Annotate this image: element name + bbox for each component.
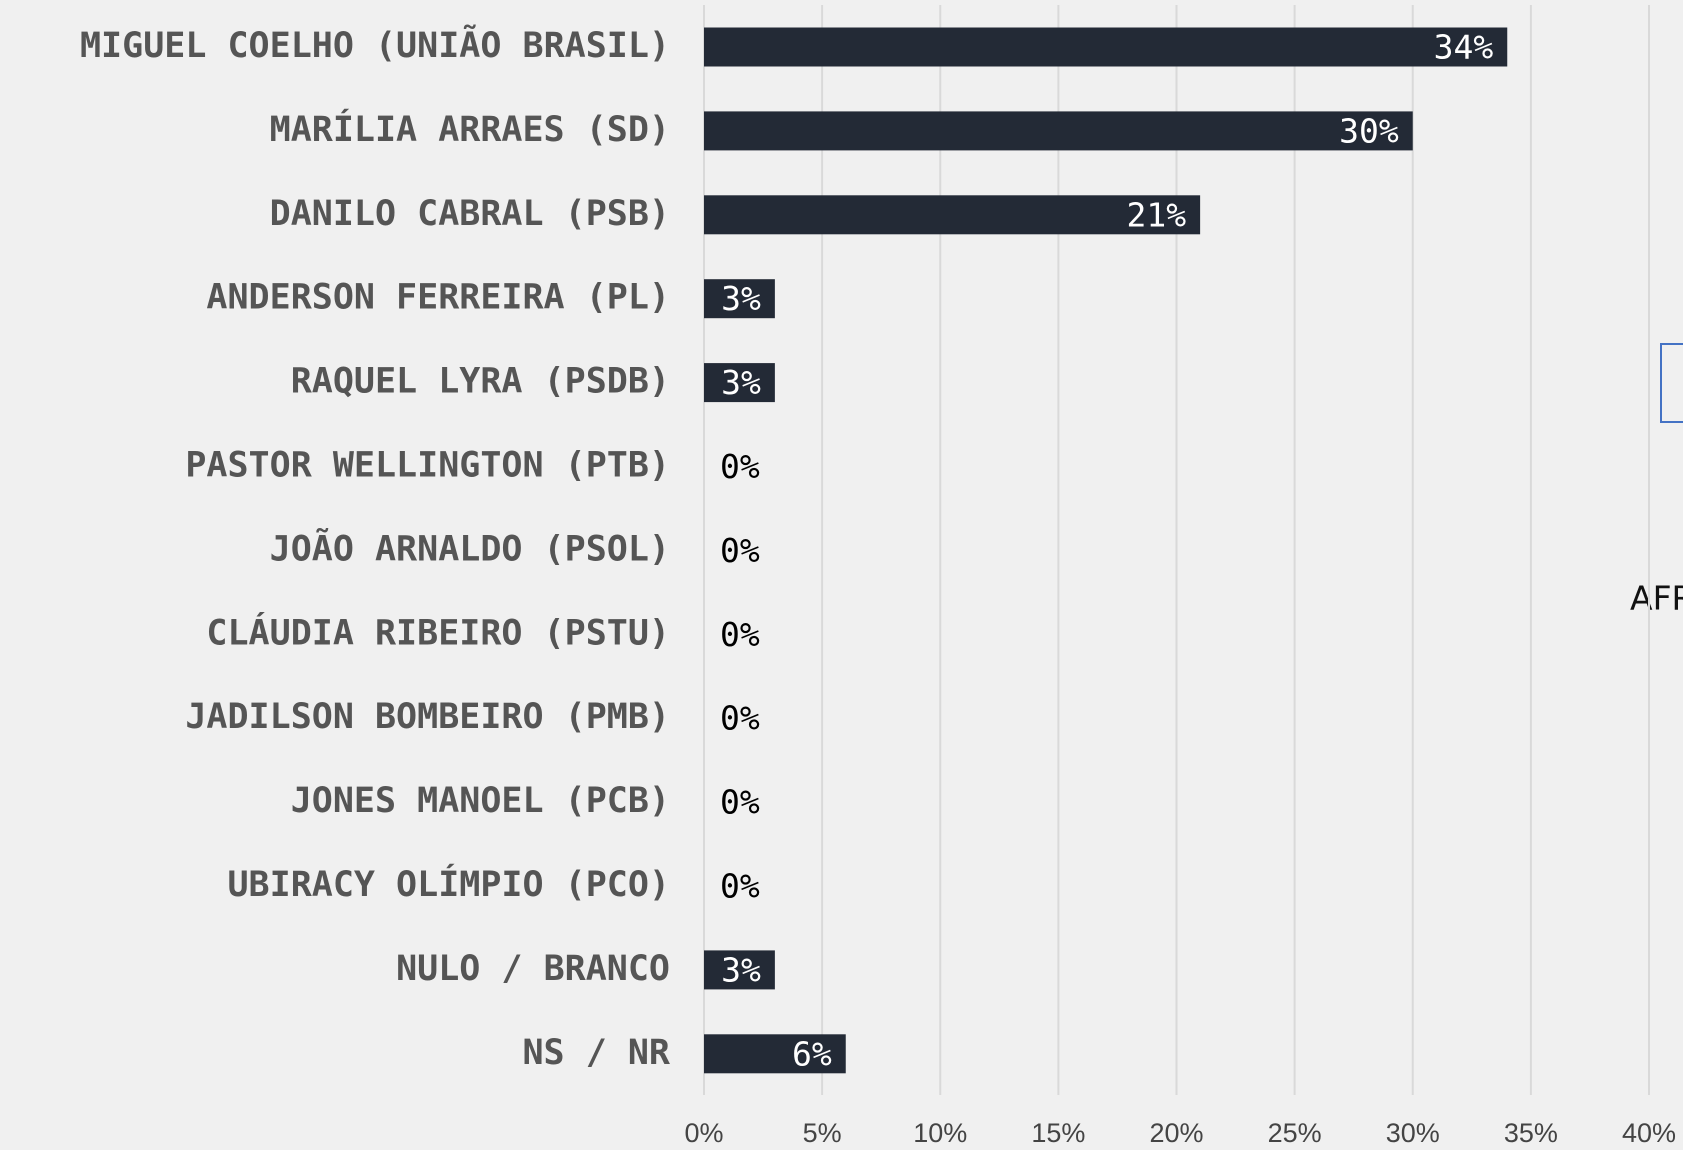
- value-label: 34%: [1434, 28, 1494, 67]
- x-tick-label: 10%: [913, 1118, 967, 1148]
- y-tick-label: JOÃO ARNALDO (PSOL): [270, 527, 670, 569]
- bar: [704, 1034, 846, 1074]
- bar: [704, 279, 775, 319]
- value-label: 30%: [1339, 111, 1399, 150]
- bar: [704, 363, 775, 403]
- value-label: 0%: [720, 699, 760, 738]
- y-tick-label: NULO / BRANCO: [396, 949, 670, 989]
- bar: [704, 950, 775, 990]
- bar: [704, 111, 1413, 151]
- value-label: 0%: [720, 783, 760, 822]
- x-tick-label: 20%: [1149, 1118, 1203, 1148]
- y-tick-label: ANDERSON FERREIRA (PL): [206, 278, 670, 318]
- x-tick-label: 5%: [803, 1118, 842, 1148]
- legend-box: [1660, 343, 1683, 423]
- value-label: 0%: [720, 447, 760, 486]
- x-tick-label: 40%: [1622, 1118, 1676, 1148]
- y-tick-label: UBIRACY OLÍMPIO (PCO): [227, 863, 670, 905]
- bar: [704, 27, 1508, 67]
- y-tick-label: MIGUEL COELHO (UNIÃO BRASIL): [80, 24, 670, 66]
- y-tick-label: JADILSON BOMBEIRO (PMB): [185, 697, 670, 737]
- value-label: 0%: [720, 867, 760, 906]
- x-tick-label: 25%: [1268, 1118, 1322, 1148]
- y-tick-label: PASTOR WELLINGTON (PTB): [185, 446, 670, 486]
- y-tick-label: RAQUEL LYRA (PSDB): [291, 362, 670, 402]
- x-tick-label: 30%: [1386, 1118, 1440, 1148]
- value-label: 21%: [1127, 195, 1187, 234]
- value-label: 0%: [720, 531, 760, 570]
- value-label: 6%: [792, 1034, 832, 1073]
- bar: [704, 195, 1201, 235]
- value-label: 3%: [721, 950, 761, 989]
- y-tick-label: JONES MANOEL (PCB): [291, 781, 670, 821]
- x-tick-label: 35%: [1504, 1118, 1558, 1148]
- x-tick-label: 15%: [1031, 1118, 1085, 1148]
- y-tick-label: DANILO CABRAL (PSB): [270, 194, 670, 234]
- y-tick-label: CLÁUDIA RIBEIRO (PSTU): [206, 611, 670, 653]
- value-label: 3%: [721, 363, 761, 402]
- y-tick-label: NS / NR: [522, 1033, 670, 1073]
- value-label: 3%: [721, 279, 761, 318]
- value-label: 0%: [720, 615, 760, 654]
- x-tick-label: 0%: [684, 1118, 723, 1148]
- y-tick-label: MARÍLIA ARRAES (SD): [270, 108, 670, 150]
- annotation: AFR: [1630, 579, 1683, 618]
